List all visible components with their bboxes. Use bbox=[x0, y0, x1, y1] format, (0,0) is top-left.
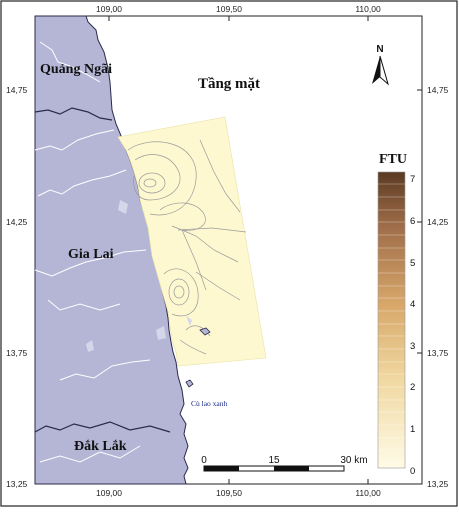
turbidity-field bbox=[117, 116, 267, 367]
province-label-dak-lak: Đắk Lắk bbox=[74, 439, 127, 454]
lon-label-bottom-0: 109,00 bbox=[96, 488, 122, 498]
legend-tick-7: 7 bbox=[410, 174, 415, 185]
legend-tick-0: 0 bbox=[410, 466, 415, 477]
legend-tick-2: 2 bbox=[410, 382, 415, 393]
lat-label-left-2: 13,75 bbox=[6, 348, 28, 358]
legend-tick-labels: 7 6 5 4 3 2 1 0 bbox=[410, 174, 415, 477]
turbidity-contours bbox=[127, 139, 247, 355]
lon-label-top-0: 109,00 bbox=[96, 4, 122, 14]
longitude-labels-bottom: 109,00 109,50 110,00 bbox=[96, 488, 381, 498]
legend-tick-6: 6 bbox=[410, 216, 415, 227]
lat-label-right-2: 13,75 bbox=[427, 348, 449, 358]
layer-title: Tầng mặt bbox=[198, 76, 260, 92]
province-label-gia-lai: Gia Lai bbox=[68, 247, 114, 262]
legend-bands bbox=[378, 183, 405, 451]
north-arrow-icon: N bbox=[372, 44, 389, 86]
latitude-labels-right: 14,75 14,25 13,75 13,25 bbox=[427, 85, 449, 489]
island-label: Cù lao xanh bbox=[191, 399, 227, 408]
lat-label-left-3: 13,25 bbox=[6, 479, 28, 489]
lon-label-top-1: 109,50 bbox=[216, 4, 242, 14]
north-label: N bbox=[376, 44, 383, 55]
rivers bbox=[34, 41, 151, 463]
legend-color-bar bbox=[377, 171, 406, 469]
province-borders bbox=[34, 107, 171, 433]
lagoons bbox=[86, 200, 192, 352]
province-label-quang-ngai: Quảng Ngãi bbox=[40, 62, 112, 77]
scale-label-30-km: 30 km bbox=[340, 455, 367, 466]
legend-title: FTU bbox=[379, 152, 407, 167]
lat-label-left-1: 14,25 bbox=[6, 217, 28, 227]
scale-bar: 0 15 30 km bbox=[201, 455, 368, 472]
lon-label-top-2: 110,00 bbox=[355, 4, 381, 14]
legend-tick-4: 4 bbox=[410, 299, 415, 310]
lat-label-right-1: 14,25 bbox=[427, 217, 449, 227]
scale-label-0: 0 bbox=[201, 455, 207, 466]
lon-label-bottom-1: 109,50 bbox=[216, 488, 242, 498]
latitude-labels-left: 14,75 14,25 13,75 13,25 bbox=[6, 85, 28, 489]
legend-tick-1: 1 bbox=[410, 424, 415, 435]
lat-label-left-0: 14,75 bbox=[6, 85, 28, 95]
cu-lao-xanh-island bbox=[185, 379, 194, 388]
lat-label-right-3: 13,25 bbox=[427, 479, 449, 489]
small-island bbox=[199, 327, 211, 336]
legend-tick-3: 3 bbox=[410, 341, 415, 352]
longitude-labels-top: 109,00 109,50 110,00 bbox=[96, 4, 381, 14]
scale-label-15: 15 bbox=[268, 455, 280, 466]
legend-tick-5: 5 bbox=[410, 258, 415, 269]
lon-label-bottom-2: 110,00 bbox=[355, 488, 381, 498]
lat-label-right-0: 14,75 bbox=[427, 85, 449, 95]
